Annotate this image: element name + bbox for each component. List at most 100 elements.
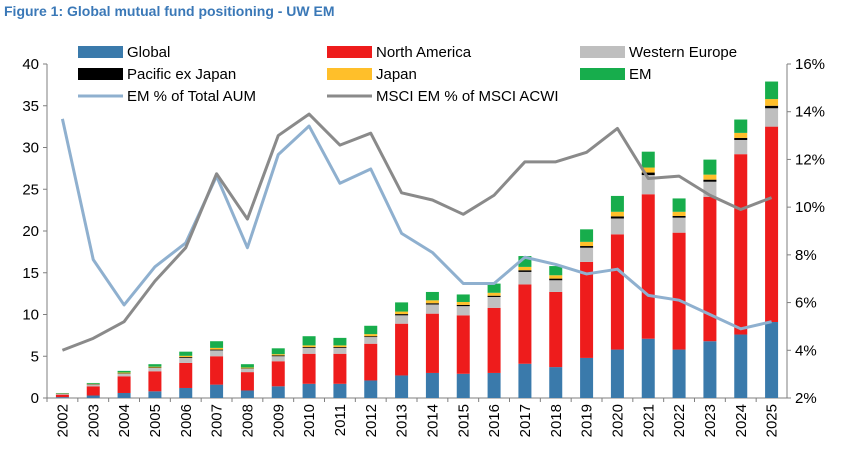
bar-segment-western-europe: [333, 347, 347, 354]
x-tick-label: 2002: [54, 404, 71, 437]
x-tick-label: 2007: [209, 404, 226, 437]
bar-segment-pacific-ex-japan: [734, 137, 748, 140]
x-tick-label: 2017: [517, 404, 534, 437]
bar-segment-japan: [765, 99, 779, 106]
bar-segment-em: [580, 229, 594, 242]
right-tick-label: 6%: [795, 295, 817, 312]
bar-segment-global: [518, 363, 532, 398]
bar-segment-western-europe: [148, 367, 162, 372]
bar-segment-global: [271, 386, 285, 398]
x-tick-label: 2008: [239, 404, 256, 437]
left-tick-label: 30: [22, 140, 39, 157]
bar-segment-em: [672, 198, 686, 212]
bar-segment-japan: [117, 372, 131, 374]
left-tick-label: 10: [22, 307, 39, 324]
right-tick-label: 16%: [795, 56, 825, 73]
bar-segment-north-america: [210, 356, 224, 385]
bar-segment-global: [364, 380, 378, 398]
bar-segment-em: [734, 119, 748, 133]
bar-segment-japan: [456, 301, 470, 305]
bar-segment-japan: [395, 311, 409, 315]
left-tick-label: 15: [22, 265, 39, 282]
legend-label: Global: [127, 44, 170, 61]
legend-label: Pacific ex Japan: [127, 66, 236, 83]
bar-segment-north-america: [641, 194, 655, 339]
bar-segment-global: [425, 372, 439, 398]
bar-segment-western-europe: [210, 350, 224, 357]
chart-title: Figure 1: Global mutual fund positioning…: [4, 3, 335, 19]
bar-segment-pacific-ex-japan: [765, 105, 779, 109]
bar-segment-japan: [425, 300, 439, 304]
x-tick-label: 2009: [270, 404, 287, 437]
bar-segment-global: [765, 322, 779, 398]
bar-segment-western-europe: [518, 271, 532, 285]
bar-segment-em: [610, 195, 624, 212]
x-tick-label: 2012: [363, 404, 380, 437]
bar-segment-global: [55, 397, 69, 398]
bar-segment-north-america: [364, 343, 378, 381]
bar-segment-global: [240, 390, 254, 398]
x-tick-label: 2019: [579, 404, 596, 437]
x-tick-label: 2020: [609, 404, 626, 437]
bar-segment-north-america: [55, 394, 69, 398]
x-tick-label: 2021: [640, 404, 657, 437]
left-tick-label: 40: [22, 56, 39, 73]
bar-segment-em: [86, 382, 100, 384]
bar-segment-pacific-ex-japan: [302, 347, 316, 348]
bar-segment-north-america: [703, 196, 717, 342]
bar-segment-em: [487, 283, 501, 293]
bar-segment-japan: [364, 334, 378, 337]
bar-segment-western-europe: [271, 356, 285, 362]
bar-segment-japan: [179, 355, 193, 358]
bar-segment-global: [395, 375, 409, 398]
right-tick-label: 4%: [795, 342, 817, 359]
bar-segment-western-europe: [610, 218, 624, 235]
bar-segment-global: [86, 395, 100, 398]
bar-segment-global: [580, 357, 594, 398]
x-tick-label: 2011: [332, 404, 349, 436]
bar-segment-global: [641, 338, 655, 398]
bar-segment-em: [641, 151, 655, 168]
left-tick-label: 35: [22, 98, 39, 115]
bar-segment-western-europe: [302, 347, 316, 354]
bar-segment-western-europe: [549, 280, 563, 292]
bar-segment-north-america: [549, 291, 563, 368]
legend-swatch: [580, 46, 625, 58]
bar-segment-global: [179, 387, 193, 398]
bar-segment-north-america: [518, 284, 532, 364]
x-tick-label: 2010: [301, 404, 318, 437]
legend-label: Western Europe: [629, 44, 737, 61]
legend-swatch: [327, 68, 372, 80]
bar-segment-japan: [610, 211, 624, 217]
x-tick-label: 2014: [424, 404, 441, 437]
legend-swatch: [580, 68, 625, 80]
right-tick-label: 14%: [795, 104, 825, 121]
bar-segment-western-europe: [364, 337, 378, 344]
bar-segment-pacific-ex-japan: [364, 336, 378, 338]
legend-label: North America: [376, 44, 472, 61]
bar-segment-japan: [580, 241, 594, 247]
bar-segment-em: [333, 337, 347, 346]
bar-segment-north-america: [333, 353, 347, 384]
bar-segment-north-america: [179, 362, 193, 388]
bar-segment-western-europe: [765, 108, 779, 127]
bar-segment-pacific-ex-japan: [179, 357, 193, 358]
right-tick-label: 10%: [795, 199, 825, 216]
bar-segment-pacific-ex-japan: [672, 215, 686, 218]
bar-segment-global: [117, 392, 131, 398]
bar-segment-western-europe: [395, 315, 409, 324]
bar-segment-pacific-ex-japan: [580, 246, 594, 248]
bar-segment-pacific-ex-japan: [549, 278, 563, 281]
bar-segment-em: [395, 302, 409, 312]
left-tick-label: 20: [22, 223, 39, 240]
bar-segment-japan: [703, 174, 717, 180]
bar-segment-western-europe: [580, 247, 594, 262]
bar-segment-pacific-ex-japan: [333, 347, 347, 348]
bar-segment-global: [333, 383, 347, 398]
bar-segment-em: [271, 348, 285, 355]
x-tick-label: 2005: [147, 404, 164, 437]
bar-segment-western-europe: [179, 357, 193, 363]
bar-segment-global: [672, 349, 686, 398]
x-tick-label: 2016: [486, 404, 503, 437]
bar-segment-em: [302, 336, 316, 346]
